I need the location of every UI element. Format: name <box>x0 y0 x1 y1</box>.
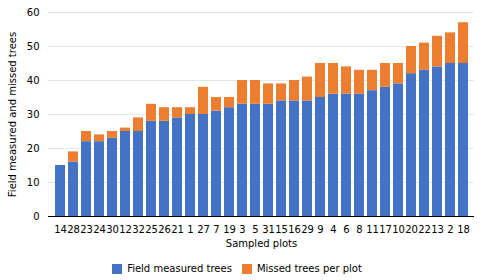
svg-text:1: 1 <box>187 224 193 235</box>
svg-text:20: 20 <box>405 224 418 235</box>
svg-text:3: 3 <box>239 224 245 235</box>
svg-text:Sampled plots: Sampled plots <box>226 238 297 249</box>
svg-text:10: 10 <box>27 177 40 188</box>
svg-text:5: 5 <box>252 224 258 235</box>
svg-text:27: 27 <box>197 224 210 235</box>
svg-text:13: 13 <box>431 224 444 235</box>
svg-text:17: 17 <box>379 224 392 235</box>
svg-text:11: 11 <box>366 224 379 235</box>
svg-text:25: 25 <box>145 224 158 235</box>
svg-text:30: 30 <box>106 224 119 235</box>
svg-text:8: 8 <box>356 224 362 235</box>
svg-text:19: 19 <box>223 224 236 235</box>
svg-text:32: 32 <box>132 224 145 235</box>
svg-text:30: 30 <box>27 109 40 120</box>
svg-text:18: 18 <box>457 224 470 235</box>
svg-text:0: 0 <box>33 211 39 222</box>
svg-text:10: 10 <box>392 224 405 235</box>
svg-text:28: 28 <box>67 224 80 235</box>
svg-text:60: 60 <box>27 7 40 18</box>
html-text:Missed trees per plot: Missed trees per plot <box>256 263 362 274</box>
svg-text:50: 50 <box>27 41 40 52</box>
svg-text:40: 40 <box>27 75 40 86</box>
svg-text:20: 20 <box>27 143 40 154</box>
svg-text:24: 24 <box>93 224 106 235</box>
svg-text:29: 29 <box>301 224 314 235</box>
svg-text:15: 15 <box>275 224 288 235</box>
svg-text:Field measured and missed tree: Field measured and missed trees <box>7 32 18 197</box>
svg-text:22: 22 <box>418 224 431 235</box>
svg-text:26: 26 <box>158 224 171 235</box>
svg-text:12: 12 <box>119 224 132 235</box>
svg-text:9: 9 <box>317 224 323 235</box>
svg-text:16: 16 <box>288 224 301 235</box>
svg-text:6: 6 <box>343 224 349 235</box>
svg-text:7: 7 <box>213 224 219 235</box>
svg-text:23: 23 <box>80 224 93 235</box>
svg-text:21: 21 <box>171 224 184 235</box>
html-text:Field measured trees: Field measured trees <box>127 263 232 274</box>
svg-text:2: 2 <box>447 224 453 235</box>
svg-text:14: 14 <box>54 224 67 235</box>
svg-text:31: 31 <box>262 224 275 235</box>
svg-text:4: 4 <box>330 224 336 235</box>
